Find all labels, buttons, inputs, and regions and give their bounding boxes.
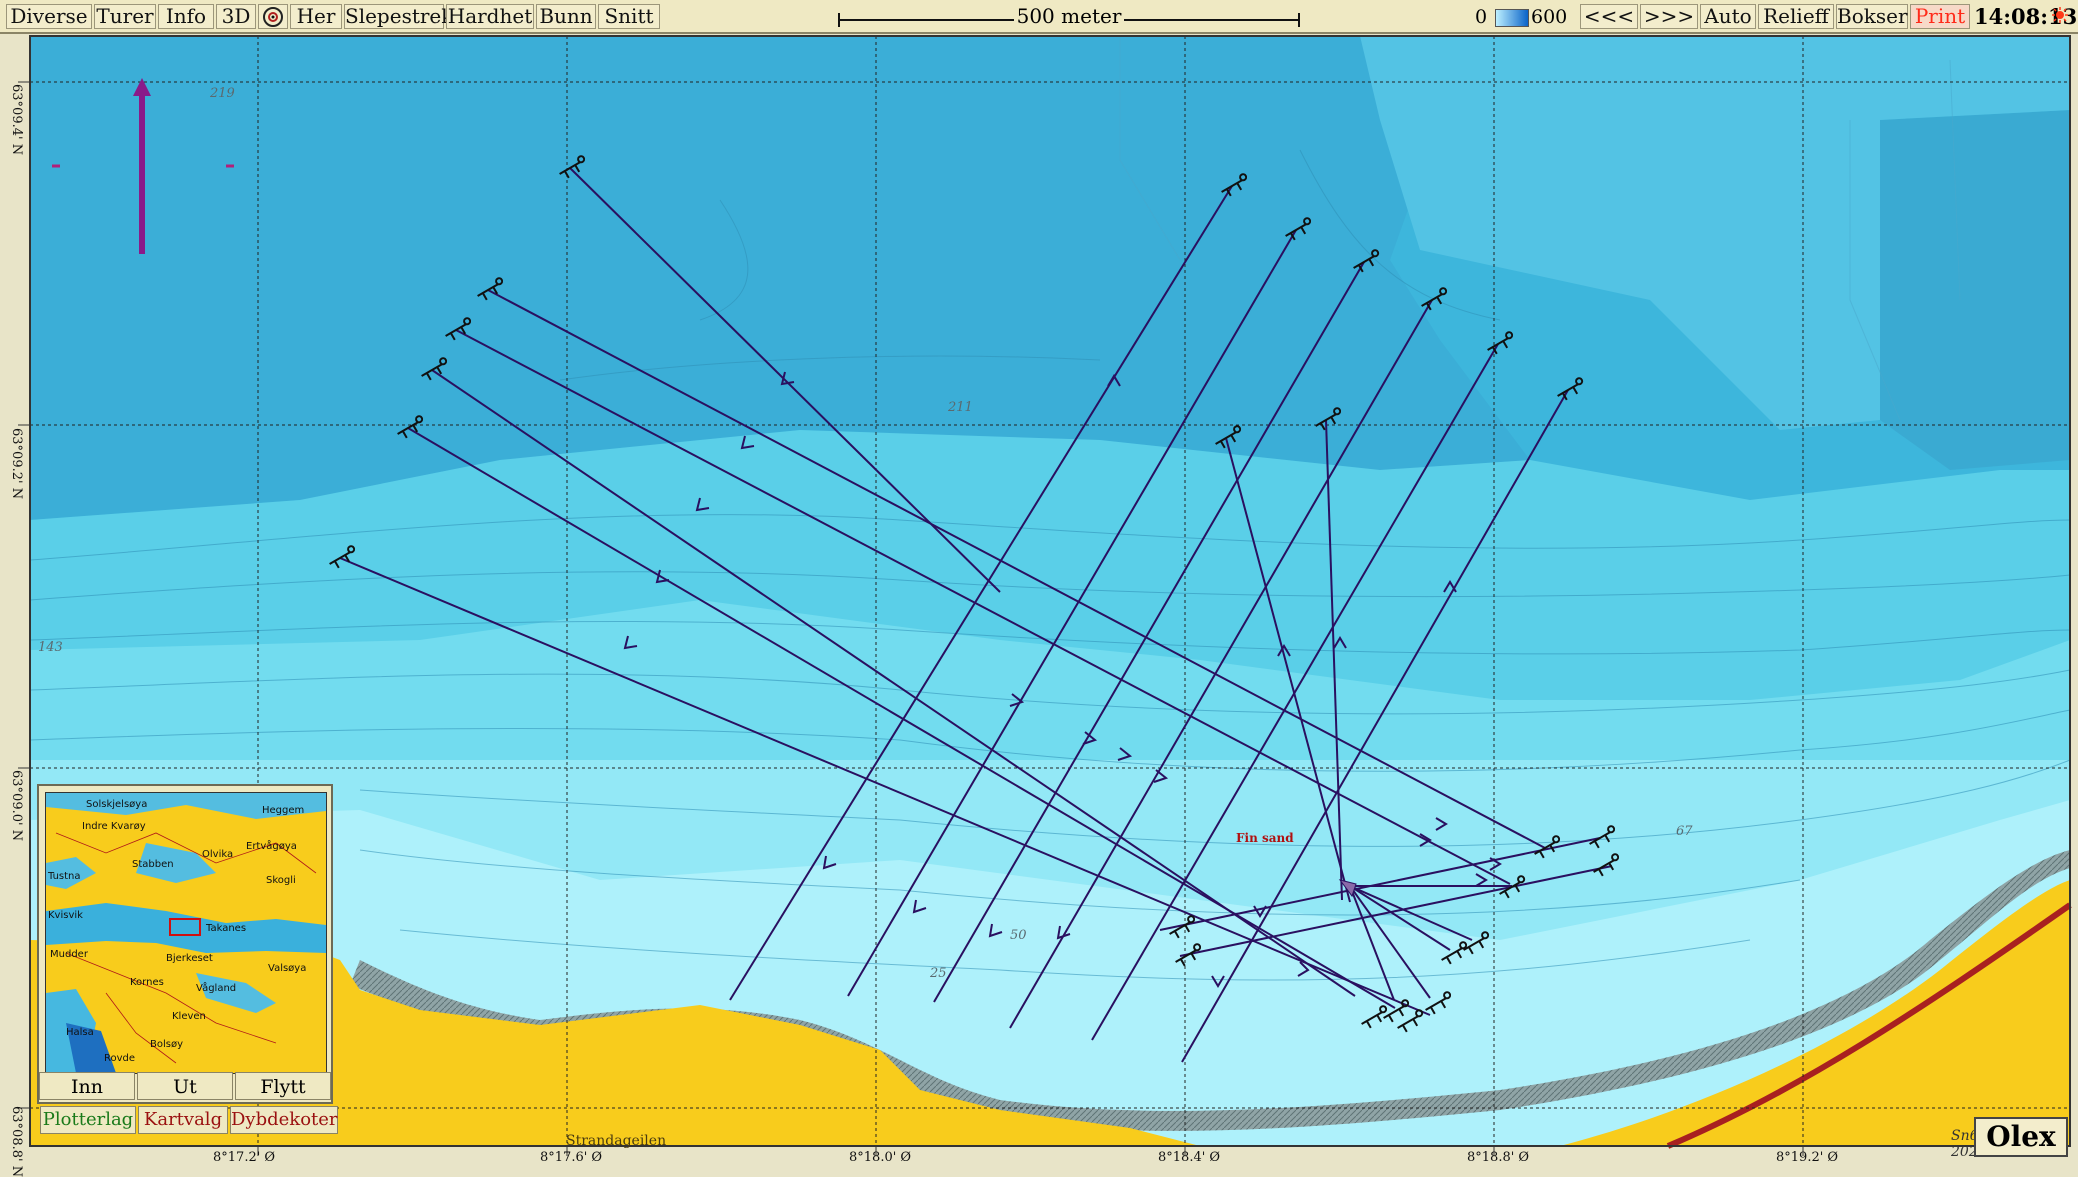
her-button[interactable]: Her: [290, 4, 342, 29]
inset-place: Rovde: [104, 1053, 135, 1064]
lat-label: 63°08.8' N: [9, 1106, 24, 1177]
depth-label: 219: [210, 86, 235, 101]
depth-label: 211: [948, 400, 973, 415]
inset-place: Stabben: [132, 859, 174, 870]
lat-label: 63°09.2' N: [9, 428, 24, 500]
bunn-button[interactable]: Bunn: [536, 4, 596, 29]
zoom-out-button[interactable]: Ut: [137, 1072, 233, 1100]
3d-button[interactable]: 3D: [216, 4, 256, 29]
lon-label: 8°18.8' Ø: [1467, 1150, 1530, 1165]
inset-place: Bjerkeset: [166, 953, 213, 964]
bokser-button[interactable]: Bokser: [1836, 4, 1908, 29]
lat-label: 63°09.4' N: [9, 84, 24, 156]
depth-min: 0: [1475, 6, 1488, 28]
inset-place: Indre Kvarøy: [82, 821, 146, 832]
lon-label: 8°17.2' Ø: [213, 1150, 276, 1165]
inset-place: Bolsøy: [150, 1039, 183, 1050]
inset-place: Solskjelsøya: [86, 799, 147, 810]
depth-label: 67: [1676, 824, 1693, 839]
zoom-in-button[interactable]: Inn: [39, 1072, 135, 1100]
target-icon[interactable]: [258, 4, 288, 29]
scale-label: 500 meter: [1013, 4, 1125, 28]
inset-place: Olvika: [202, 849, 233, 860]
inset-place: Valsøya: [268, 963, 306, 974]
depth-max: 600: [1531, 6, 1568, 28]
dybdekoter-button[interactable]: Dybdekoter: [230, 1106, 338, 1134]
lon-label: 8°18.4' Ø: [1158, 1150, 1221, 1165]
scale-bar: 500 meter: [838, 4, 1300, 29]
inset-place: Kvisvik: [48, 910, 83, 921]
inset-place: Ertvågøya: [246, 839, 297, 852]
inset-place: Halsa: [66, 1027, 94, 1038]
olex-logo: Olex: [1974, 1117, 2068, 1157]
diverse-button[interactable]: Diverse: [6, 4, 92, 29]
inset-place: Skogli: [266, 875, 296, 886]
snitt-button[interactable]: Snitt: [598, 4, 660, 29]
plotterlag-button[interactable]: Plotterlag: [40, 1106, 136, 1134]
overview-map[interactable]: Solskjelsøya Indre Kvarøy Olvika Ertvågø…: [45, 792, 327, 1074]
chart-map[interactable]: 63°09.4' N 63°09.2' N 63°09.0' N 63°08.8…: [0, 34, 2078, 1177]
inset-place: Kornes: [130, 977, 164, 988]
road: [1666, 902, 2072, 1149]
trawl-markers: [329, 155, 1620, 1033]
north-arrow: [52, 78, 234, 254]
depth-label: 25: [930, 966, 947, 981]
lon-label: 8°18.0' Ø: [849, 1150, 912, 1165]
relieff-button[interactable]: Relieff: [1758, 4, 1834, 29]
depth-label: 143: [38, 640, 63, 655]
tow-tracks: [339, 167, 1613, 1063]
inset-place: Vågland: [196, 981, 236, 994]
turer-button[interactable]: Turer: [94, 4, 156, 29]
depth-gradient: [1495, 9, 1529, 27]
prev-button[interactable]: <<<: [1580, 4, 1638, 29]
inset-place: Heggem: [262, 805, 304, 816]
lon-label: 8°17.6' Ø: [540, 1150, 603, 1165]
land-east: [1560, 880, 2070, 1146]
info-button[interactable]: Info: [158, 4, 214, 29]
inset-place: Mudder: [50, 949, 89, 960]
inset-place: Takanes: [205, 923, 246, 934]
inset-place: Tustna: [47, 871, 81, 882]
lon-label: 8°19.2' Ø: [1776, 1150, 1839, 1165]
place-label: Strandageilen: [566, 1133, 667, 1149]
next-button[interactable]: >>>: [1640, 4, 1698, 29]
slepestrek-button[interactable]: Slepestrek: [344, 4, 454, 29]
move-button[interactable]: Flytt: [235, 1072, 331, 1100]
sun-icon[interactable]: [2052, 7, 2068, 23]
auto-button[interactable]: Auto: [1700, 4, 1756, 29]
print-button[interactable]: Print: [1910, 4, 1970, 29]
inset-place: Kleven: [172, 1011, 206, 1022]
depth-label: 50: [1010, 928, 1027, 943]
bottom-annotation: Fin sand: [1236, 831, 1294, 845]
lat-label: 63°09.0' N: [9, 770, 24, 842]
toolbar: Diverse Turer Info 3D Her Slepestrek Har…: [0, 0, 2078, 34]
overview-inset[interactable]: Solskjelsøya Indre Kvarøy Olvika Ertvågø…: [37, 784, 333, 1104]
kartvalg-button[interactable]: Kartvalg: [138, 1106, 228, 1134]
hardhet-button[interactable]: Hardhet: [446, 4, 534, 29]
